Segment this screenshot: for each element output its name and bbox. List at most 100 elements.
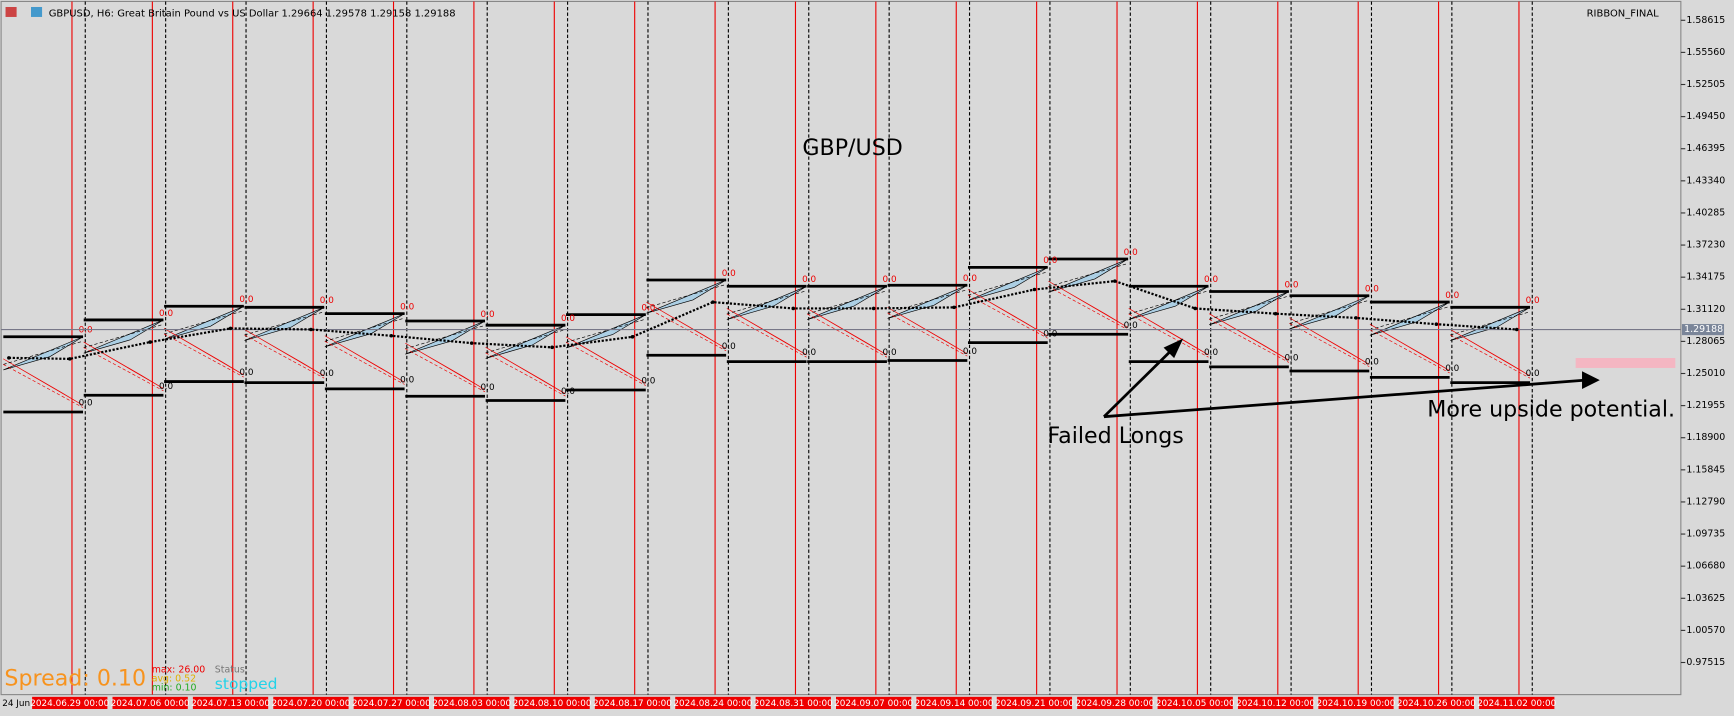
fib-label: 0.0 bbox=[1043, 329, 1057, 339]
status-label: Status bbox=[215, 665, 245, 676]
fan-dash bbox=[405, 348, 486, 393]
fan-up bbox=[646, 279, 727, 314]
fib-label: 0.0 bbox=[79, 399, 93, 409]
fib-label: 0.0 bbox=[481, 310, 495, 320]
fib-label: 0.0 bbox=[1043, 256, 1057, 266]
x-tick-label: 2024.10.12 00:00 bbox=[1236, 699, 1315, 709]
y-tick-label: 1.06680 bbox=[1686, 561, 1725, 572]
fan-up bbox=[1450, 307, 1531, 341]
y-tick-label: 1.15845 bbox=[1686, 464, 1725, 475]
fan-dash bbox=[565, 318, 646, 343]
x-label-bg bbox=[1318, 696, 1394, 710]
fib-label: 0.0 bbox=[963, 274, 977, 284]
current-price-bg bbox=[1681, 324, 1725, 336]
spread-avg: avg: 0.52 bbox=[152, 674, 196, 685]
fan-down bbox=[163, 328, 244, 376]
fan-dash bbox=[163, 333, 244, 378]
y-tick-label: 1.43340 bbox=[1686, 175, 1725, 186]
y-tick-label: 1.31120 bbox=[1686, 304, 1725, 315]
x-tick-label: 2024.10.05 00:00 bbox=[1156, 699, 1235, 709]
price-point bbox=[1032, 287, 1037, 292]
fib-label: 0.0 bbox=[400, 376, 414, 386]
price-point bbox=[630, 335, 635, 339]
fib-label: 0.0 bbox=[561, 314, 575, 324]
fib-label: 0.0 bbox=[1124, 248, 1138, 258]
y-tick-label: 1.25010 bbox=[1686, 368, 1725, 379]
x-label-bg bbox=[1077, 696, 1153, 710]
x-tick-label: 2024.07.13 00:00 bbox=[191, 699, 270, 709]
fib-label: 0.0 bbox=[722, 269, 736, 279]
x-tick-label: 24 Jun bbox=[2, 699, 30, 709]
fib-label: 0.0 bbox=[802, 275, 816, 285]
fib-label: 0.0 bbox=[400, 302, 414, 312]
highlight-box bbox=[1575, 358, 1676, 368]
x-label-bg bbox=[755, 696, 831, 710]
x-label-bg bbox=[1157, 696, 1233, 710]
x-label-bg bbox=[273, 696, 349, 710]
x-label-bg bbox=[675, 696, 751, 710]
y-tick-label: 1.37230 bbox=[1686, 240, 1725, 251]
price-point bbox=[791, 306, 796, 311]
spread: Spread: 0.10 bbox=[4, 666, 146, 692]
fan-up bbox=[163, 305, 244, 340]
fan-dash bbox=[726, 313, 807, 358]
fan-dash bbox=[1450, 334, 1531, 379]
x-tick-label: 2024.09.07 00:00 bbox=[834, 699, 913, 709]
fan-down bbox=[1208, 313, 1290, 361]
x-label-bg bbox=[353, 696, 429, 710]
y-tick-label: 1.03625 bbox=[1686, 593, 1725, 604]
fan-down bbox=[244, 329, 325, 377]
x-tick-label: 2024.10.19 00:00 bbox=[1317, 699, 1396, 709]
fib-label: 0.0 bbox=[1445, 364, 1459, 374]
menu-icon[interactable] bbox=[5, 6, 17, 17]
fib-label: 0.0 bbox=[641, 304, 655, 314]
fan-down bbox=[1128, 308, 1209, 356]
arrows bbox=[1102, 338, 1600, 419]
fan-up bbox=[244, 307, 325, 341]
fib-label: 0.0 bbox=[159, 309, 173, 319]
fan-down bbox=[485, 347, 566, 395]
fan-dash bbox=[1048, 286, 1129, 331]
decorations bbox=[3, 1, 1533, 695]
price-point bbox=[67, 357, 72, 361]
fib-label: 0.0 bbox=[963, 347, 977, 357]
indicator-name: RIBBON_FINAL bbox=[1587, 9, 1660, 20]
fan-dash bbox=[1450, 311, 1531, 336]
spread-max: max: 26.00 bbox=[152, 665, 206, 676]
fan-up bbox=[324, 313, 405, 348]
fan-dash bbox=[887, 312, 968, 357]
price-point bbox=[871, 306, 876, 311]
y-tick-label: 1.55560 bbox=[1686, 47, 1725, 58]
plot-frame bbox=[0, 0, 1682, 696]
chart-title: GBP/USD bbox=[802, 135, 902, 161]
current-price-label: 1.29188 bbox=[1684, 324, 1723, 335]
spread-min: min: 0.10 bbox=[152, 682, 197, 693]
fib-label: 0.0 bbox=[481, 383, 495, 393]
y-tick-label: 1.52505 bbox=[1686, 79, 1725, 90]
fan-up bbox=[1289, 295, 1370, 330]
fib-label: 0.0 bbox=[641, 377, 655, 387]
price-point bbox=[7, 356, 11, 360]
fan-down bbox=[1450, 329, 1531, 377]
arrow-head bbox=[1163, 338, 1184, 359]
fib-label: 0.0 bbox=[883, 348, 897, 358]
x-tick-label: 2024.07.20 00:00 bbox=[271, 699, 350, 709]
x-label-bg bbox=[1398, 696, 1475, 710]
chart-icon[interactable] bbox=[31, 6, 43, 17]
annotation: More upside potential. bbox=[1427, 397, 1675, 423]
y-tick-label: 1.34175 bbox=[1686, 272, 1725, 283]
fan-dash bbox=[3, 340, 84, 365]
fib-label: 0.0 bbox=[722, 342, 736, 352]
fan-up bbox=[967, 267, 1048, 301]
fan-up bbox=[1209, 291, 1290, 326]
fan-down bbox=[1369, 323, 1450, 371]
fan-up bbox=[1369, 301, 1450, 336]
fan-dash bbox=[1208, 318, 1290, 363]
fib-label: 0.0 bbox=[802, 348, 816, 358]
y-tick-label: 1.21955 bbox=[1686, 400, 1725, 411]
x-label-bg bbox=[514, 696, 590, 710]
price-point bbox=[389, 333, 394, 338]
fan-dash bbox=[646, 284, 727, 308]
fib-label: 0.0 bbox=[1284, 353, 1298, 363]
